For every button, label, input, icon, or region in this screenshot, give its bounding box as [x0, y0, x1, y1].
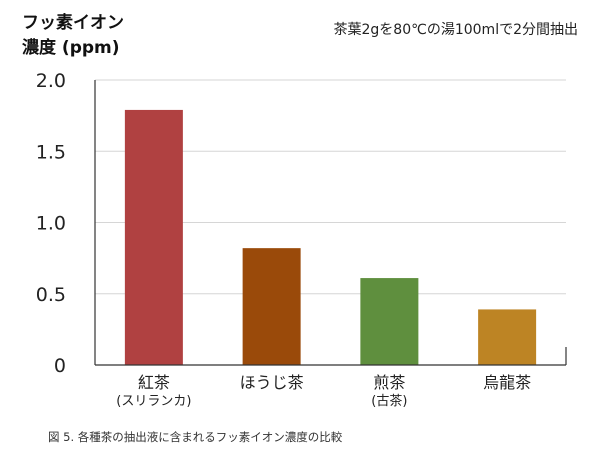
- x-category-label: ほうじ茶: [240, 373, 304, 392]
- x-category-labels: 紅茶 (スリランカ) ほうじ茶 煎茶(古茶) 烏龍茶: [116, 373, 531, 409]
- bar: [242, 248, 301, 365]
- y-tick-label: 0: [54, 355, 66, 377]
- figure-caption: 図 5. 各種茶の抽出液に含まれるフッ素イオン濃度の比較: [48, 430, 343, 444]
- y-tick-label: 2.0: [36, 70, 66, 92]
- bars: [124, 109, 537, 365]
- y-tick-labels: 0 0.5 1.0 1.5 2.0: [36, 70, 66, 377]
- y-tick-label: 0.5: [36, 284, 66, 306]
- y-axis-title-line-1: フッ素イオン: [22, 13, 124, 33]
- bar: [478, 309, 537, 365]
- y-tick-label: 1.5: [36, 141, 66, 163]
- x-category-label: 烏龍茶: [483, 373, 531, 392]
- x-category-label: 紅茶: [138, 373, 170, 392]
- x-category-sublabel: (スリランカ): [116, 394, 191, 409]
- extraction-note: 茶葉2gを80℃の湯100mlで2分間抽出: [334, 21, 579, 38]
- bar: [360, 278, 419, 365]
- y-axis-title-line-2: 濃度 (ppm): [22, 37, 120, 58]
- axes: [94, 80, 567, 366]
- y-tick-label: 1.0: [36, 213, 66, 235]
- x-category-label: 煎茶: [373, 373, 405, 392]
- bar: [124, 109, 183, 365]
- x-category-sublabel: (古茶): [371, 393, 407, 409]
